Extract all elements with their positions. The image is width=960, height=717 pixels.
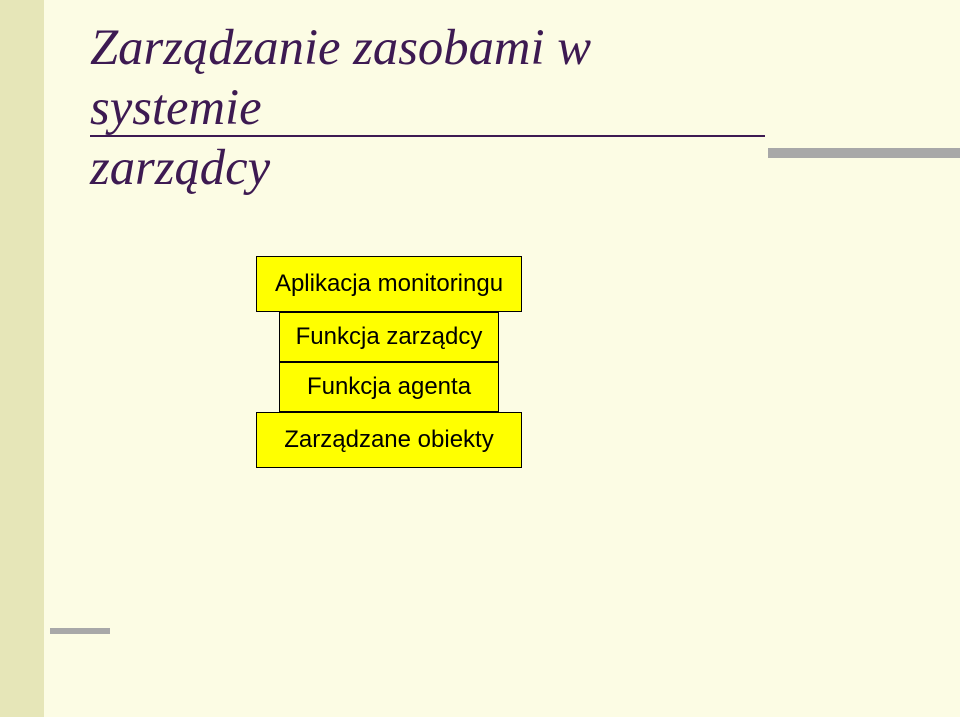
title-underline bbox=[90, 135, 765, 137]
title-line-1: Zarządzanie zasobami w systemie bbox=[90, 19, 591, 135]
slide-main-area: Zarządzanie zasobami w systemie zarządcy… bbox=[44, 0, 960, 717]
diagram-box-monitoring-app: Aplikacja monitoringu bbox=[256, 256, 522, 312]
diagram-label: Funkcja agenta bbox=[307, 373, 471, 401]
diagram-label: Zarządzane obiekty bbox=[284, 426, 493, 454]
diagram-box-agent-function: Funkcja agenta bbox=[279, 362, 499, 412]
slide-title: Zarządzanie zasobami w systemie zarządcy bbox=[90, 18, 770, 197]
resource-management-diagram: Aplikacja monitoringu Funkcja zarządcy F… bbox=[256, 256, 522, 468]
slide: Zarządzanie zasobami w systemie zarządcy… bbox=[0, 0, 960, 717]
diagram-label: Aplikacja monitoringu bbox=[275, 270, 503, 298]
left-accent-band bbox=[0, 0, 44, 717]
diagram-label: Funkcja zarządcy bbox=[296, 323, 483, 351]
diagram-box-managed-objects: Zarządzane obiekty bbox=[256, 412, 522, 468]
header-decor-bar bbox=[768, 148, 960, 158]
footer-decor-tick bbox=[50, 628, 110, 634]
title-line-2: zarządcy bbox=[90, 139, 270, 195]
diagram-box-manager-function: Funkcja zarządcy bbox=[279, 312, 499, 362]
